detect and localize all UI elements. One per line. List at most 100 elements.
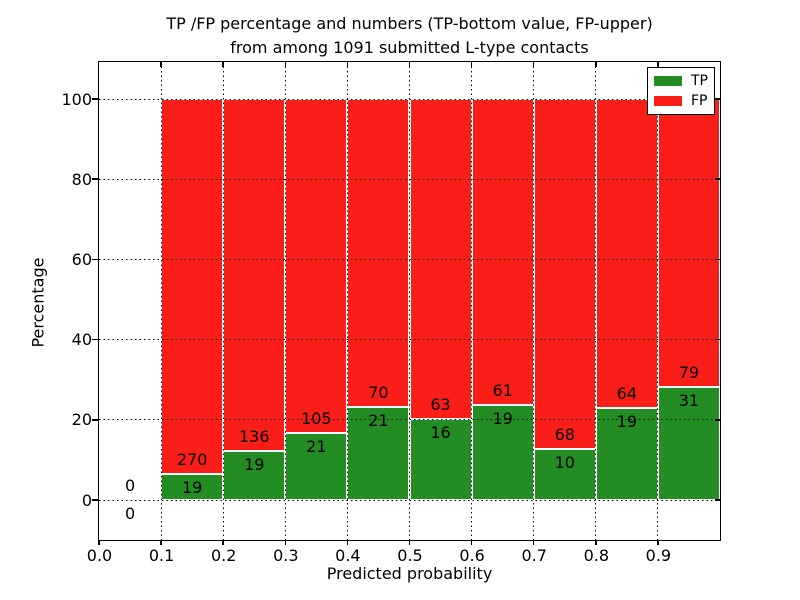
- legend-swatch-fp-icon: [654, 96, 682, 106]
- annotation-fp-count: 70: [368, 383, 389, 403]
- legend-swatch-tp-icon: [654, 76, 682, 86]
- h-gridline: [99, 98, 720, 100]
- x-tick-label: 0.9: [645, 546, 672, 565]
- x-tick-mark: [160, 540, 162, 545]
- x-tick-mark-top: [222, 62, 224, 67]
- y-tick-mark-right: [715, 98, 720, 100]
- x-tick-label: 0.6: [459, 546, 485, 565]
- annotation-fp-count: 105: [301, 409, 332, 429]
- x-tick-mark-top: [160, 62, 162, 67]
- v-gridline: [346, 62, 348, 540]
- y-tick-mark-right: [715, 499, 720, 501]
- y-tick-mark-right: [715, 338, 720, 341]
- x-tick-mark: [284, 540, 287, 545]
- y-tick-mark: [92, 178, 98, 180]
- x-tick-mark: [408, 540, 411, 545]
- bar-segment-fp: [223, 99, 286, 451]
- legend-label-fp: FP: [691, 93, 708, 109]
- h-gridline: [99, 178, 720, 180]
- h-gridline: [99, 258, 720, 260]
- x-tick-mark: [657, 540, 659, 545]
- bar-segment-tp: [285, 433, 348, 500]
- bar-segment-tp: [657, 386, 720, 500]
- v-gridline: [284, 62, 286, 540]
- bar-segment-tp: [409, 418, 472, 500]
- bar-segment-tp: [347, 407, 410, 500]
- h-gridline: [99, 499, 720, 501]
- x-tick-label: 0.4: [335, 546, 361, 565]
- x-axis-label: Predicted probability: [326, 564, 493, 583]
- y-tick-mark: [92, 338, 98, 341]
- annotation-fp-count: 63: [430, 394, 451, 414]
- legend-entry-fp: FP: [654, 94, 708, 108]
- y-tick-mark: [92, 98, 98, 100]
- y-tick-label: 20: [71, 410, 92, 430]
- v-gridline: [595, 62, 597, 540]
- x-tick-mark-top: [657, 62, 659, 67]
- annotation-tp-count: 21: [306, 437, 327, 457]
- y-tick-label: 40: [71, 330, 92, 350]
- y-tick-mark: [92, 419, 98, 421]
- x-tick-mark: [222, 540, 224, 545]
- x-tick-label: 0.7: [521, 546, 547, 565]
- bar-segment-fp: [533, 99, 596, 449]
- annotation-fp-count: 64: [616, 384, 638, 404]
- y-tick-label: 0: [81, 490, 92, 510]
- x-tick-mark-top: [532, 62, 535, 67]
- bar-segment-fp: [595, 99, 658, 409]
- x-tick-mark: [346, 540, 349, 545]
- x-tick-mark: [595, 540, 597, 545]
- chart-title: TP /FP percentage and numbers (TP-bottom…: [99, 12, 720, 60]
- y-tick-label: 60: [71, 249, 92, 269]
- v-gridline: [160, 62, 162, 540]
- x-tick-mark-top: [470, 62, 473, 67]
- bar-segment-tp: [161, 473, 224, 500]
- annotation-fp-count: 270: [176, 449, 208, 469]
- bar-segment-tp: [223, 450, 286, 500]
- x-tick-mark: [470, 540, 473, 545]
- bar-segment-fp: [285, 99, 348, 434]
- y-axis-label: Percentage: [28, 257, 48, 348]
- bar-segment-fp: [161, 99, 224, 474]
- x-tick-label: 0.5: [397, 546, 423, 565]
- h-gridline: [99, 339, 720, 341]
- x-tick-mark-top: [408, 62, 411, 67]
- x-tick-label: 0.1: [148, 546, 175, 565]
- annotation-fp-count: 0: [124, 476, 136, 495]
- y-tick-mark: [92, 499, 98, 501]
- x-tick-label: 0.8: [583, 546, 610, 565]
- annotation-fp-count: 136: [238, 426, 270, 446]
- x-tick-mark-top: [346, 62, 349, 67]
- v-gridline: [471, 62, 473, 540]
- y-tick-label: 100: [61, 89, 92, 109]
- annotation-tp-count: 0: [124, 504, 136, 523]
- bar-segment-tp: [471, 404, 534, 500]
- x-tick-label: 0.3: [273, 546, 299, 565]
- v-gridline: [533, 62, 535, 540]
- y-tick-mark-right: [715, 258, 720, 261]
- y-tick-label: 80: [71, 169, 92, 189]
- y-tick-mark: [92, 258, 98, 261]
- x-tick-mark: [532, 540, 535, 545]
- bar-segment-fp: [657, 99, 720, 387]
- plot-area: 0 0 270 19 136 19 105 21 70 21 63 16 61 19 68 10 64 19 79 3…: [92, 61, 721, 545]
- y-tick-mark-right: [715, 178, 720, 180]
- v-gridline: [657, 62, 659, 540]
- y-tick-mark-right: [715, 419, 720, 421]
- v-gridline: [222, 62, 224, 540]
- chart-title-line2: from among 1091 submitted L-type contact…: [230, 38, 589, 57]
- chart-title-line1: TP /FP percentage and numbers (TP-bottom…: [166, 14, 653, 33]
- annotation-tp-count: 10: [554, 452, 575, 472]
- annotation-tp-count: 19: [616, 412, 638, 432]
- x-tick-label: 0.2: [210, 546, 237, 565]
- legend-label-tp: TP: [691, 73, 708, 89]
- h-gridline: [99, 419, 720, 421]
- x-tick-mark-top: [595, 62, 597, 67]
- annotation-tp-count: 19: [492, 408, 513, 428]
- annotation-tp-count: 21: [368, 411, 389, 431]
- annotation-tp-count: 19: [181, 477, 203, 497]
- annotation-fp-count: 79: [678, 362, 700, 382]
- x-tick-mark-top: [284, 62, 287, 67]
- annotation-fp-count: 61: [492, 380, 513, 400]
- annotation-tp-count: 19: [244, 454, 265, 474]
